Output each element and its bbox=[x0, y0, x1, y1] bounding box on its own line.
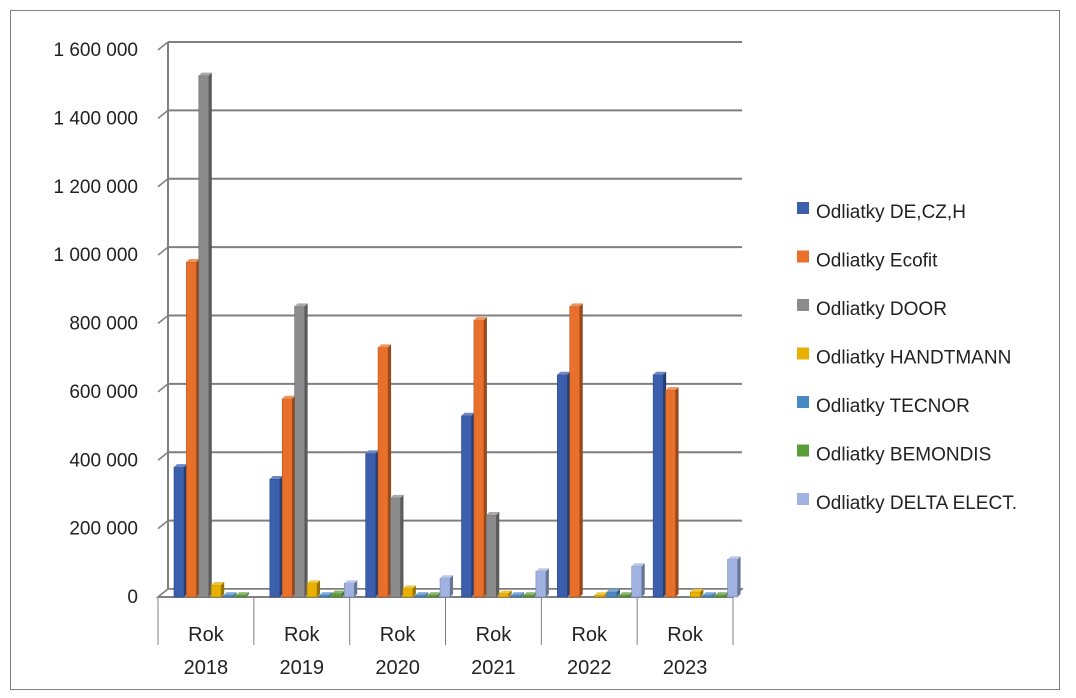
legend-item: Odliatky DELTA ELECT. bbox=[797, 493, 1017, 514]
bar bbox=[485, 511, 500, 598]
bar bbox=[235, 592, 249, 598]
legend-item: Odliatky BEMONDIS bbox=[797, 444, 991, 466]
bar bbox=[294, 303, 308, 598]
y-tick-label: 800 000 bbox=[69, 314, 138, 335]
bar bbox=[461, 412, 475, 598]
y-tick-label: 1 400 000 bbox=[53, 108, 138, 129]
bar bbox=[173, 464, 187, 598]
x-tick-label: 2022 bbox=[567, 657, 612, 679]
y-tick-label: 1 600 000 bbox=[53, 40, 138, 61]
gridline-side bbox=[157, 178, 169, 188]
bar bbox=[198, 72, 212, 598]
legend-label: Odliatky DOOR bbox=[816, 299, 947, 320]
x-tick-label: 2023 bbox=[663, 657, 708, 679]
legend-label: Odliatky DE,CZ,H bbox=[816, 202, 966, 223]
bar bbox=[631, 563, 645, 598]
legend-swatch bbox=[797, 299, 809, 311]
bar bbox=[343, 580, 358, 598]
bar bbox=[473, 317, 487, 598]
x-tick-label: Rok bbox=[571, 624, 608, 646]
bar bbox=[402, 585, 416, 598]
legend-swatch bbox=[797, 396, 809, 408]
bar bbox=[186, 258, 200, 598]
x-tick-label: Rok bbox=[188, 624, 225, 646]
x-tick-label: Rok bbox=[476, 624, 513, 646]
x-tick-label: 2020 bbox=[375, 657, 420, 679]
legend-swatch bbox=[797, 250, 809, 263]
legend-label: Odliatky TECNOR bbox=[816, 396, 970, 417]
bar bbox=[365, 450, 379, 598]
gridline-side bbox=[157, 451, 169, 461]
bar bbox=[652, 371, 667, 598]
bar bbox=[223, 592, 237, 598]
bar bbox=[439, 575, 454, 598]
y-tick-label: 0 bbox=[127, 587, 138, 608]
y-tick-label: 400 000 bbox=[69, 450, 138, 471]
bar bbox=[414, 592, 429, 598]
y-tick-label: 1 200 000 bbox=[53, 177, 138, 198]
bar bbox=[702, 592, 716, 598]
legend: Odliatky DE,CZ,H Odliatky Ecofit Odliatky … bbox=[797, 202, 1017, 514]
legend-label: Odliatky HANDTMANN bbox=[816, 348, 1011, 369]
bar bbox=[665, 387, 679, 598]
legend-label: Odliatky BEMONDIS bbox=[816, 445, 991, 466]
bar bbox=[557, 371, 571, 598]
x-tick-label: Rok bbox=[667, 624, 704, 646]
legend-item: Odliatky TECNOR bbox=[797, 396, 970, 417]
legend-label: Odliatky Ecofit bbox=[816, 251, 938, 272]
bar bbox=[306, 580, 321, 598]
bar bbox=[569, 303, 583, 598]
gridline-side bbox=[157, 520, 169, 530]
legend-item: Odliatky Ecofit bbox=[797, 250, 938, 272]
gridline-side bbox=[157, 314, 169, 325]
bar bbox=[619, 592, 633, 598]
gridline-side bbox=[157, 246, 169, 256]
bar bbox=[523, 592, 537, 598]
x-tick-label: 2021 bbox=[471, 657, 516, 679]
bar bbox=[535, 568, 549, 598]
bar bbox=[210, 582, 225, 598]
bar bbox=[377, 344, 392, 598]
legend-swatch bbox=[797, 347, 809, 360]
x-tick-label: 2019 bbox=[280, 657, 325, 679]
y-tick-label: 200 000 bbox=[69, 519, 138, 540]
bar bbox=[390, 494, 404, 598]
legend-swatch bbox=[797, 202, 809, 214]
legend-label: Odliatky DELTA ELECT. bbox=[816, 493, 1017, 514]
x-tick-label: Rok bbox=[380, 624, 417, 646]
legend-item: Odliatky HANDTMANN bbox=[797, 347, 1011, 369]
legend-item: Odliatky DE,CZ,H bbox=[797, 202, 966, 223]
bar bbox=[331, 590, 345, 598]
legend-swatch bbox=[797, 444, 809, 457]
gridline-side bbox=[157, 41, 169, 51]
x-tick-label: Rok bbox=[284, 624, 321, 646]
bar bbox=[727, 556, 741, 598]
bar bbox=[269, 476, 283, 598]
bar bbox=[690, 588, 704, 598]
bar bbox=[606, 588, 620, 598]
y-tick-label: 600 000 bbox=[69, 382, 138, 403]
bar bbox=[510, 592, 525, 598]
gridline-side bbox=[157, 109, 169, 119]
x-tick-label: 2018 bbox=[184, 657, 229, 679]
bar bbox=[498, 590, 512, 598]
legend-item: Odliatky DOOR bbox=[797, 299, 947, 320]
y-tick-label: 1 000 000 bbox=[53, 245, 138, 266]
legend-swatch bbox=[797, 493, 809, 505]
x-tick-labels: Rok 2018 Rok 2019 Rok 2020 Rok 2021 Rok 2022 Rok 20… bbox=[184, 624, 708, 679]
bars bbox=[173, 72, 741, 598]
y-tick-labels: 0 200 000 400 000 600 000 800 000 1 000 000 1 … bbox=[53, 40, 138, 608]
bar bbox=[281, 395, 296, 598]
gridline-side bbox=[157, 383, 169, 393]
bar bbox=[714, 592, 729, 598]
